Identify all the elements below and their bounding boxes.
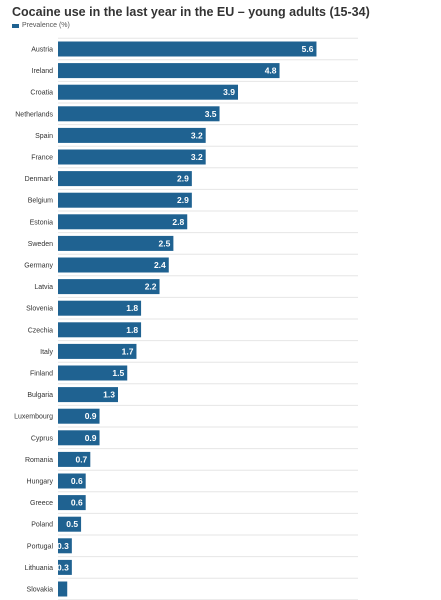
legend-label: Prevalence (%) <box>22 22 70 29</box>
category-label: Denmark <box>25 176 54 183</box>
category-label: Netherlands <box>15 111 53 118</box>
bar[interactable] <box>58 343 137 359</box>
chart-title: Cocaine use in the last year in the EU –… <box>12 5 370 19</box>
bar[interactable] <box>58 473 86 489</box>
category-label: Ireland <box>32 68 54 75</box>
data-label: 0.3 <box>57 541 69 551</box>
bar[interactable] <box>58 127 206 143</box>
bar[interactable] <box>58 192 192 208</box>
bar[interactable] <box>58 559 72 575</box>
data-label: 3.9 <box>223 87 235 97</box>
bar[interactable] <box>58 430 100 446</box>
data-label: 2.4 <box>154 260 166 270</box>
category-label: Italy <box>40 349 53 356</box>
bar[interactable] <box>58 106 220 122</box>
bar[interactable] <box>58 322 142 338</box>
data-label: 1.8 <box>126 303 138 313</box>
category-label: Poland <box>31 522 53 529</box>
bar[interactable] <box>58 451 91 467</box>
bar[interactable] <box>58 581 68 597</box>
bar[interactable] <box>58 171 192 187</box>
data-label: 3.2 <box>191 152 203 162</box>
category-label: Hungary <box>27 479 54 486</box>
category-label: Finland <box>30 371 53 378</box>
legend-swatch <box>12 23 19 28</box>
data-label: 1.7 <box>122 346 134 356</box>
data-label: 0.9 <box>85 433 97 443</box>
category-label: Greece <box>30 500 53 507</box>
data-label: 1.3 <box>103 390 115 400</box>
data-label: 0.3 <box>57 562 69 572</box>
bar[interactable] <box>58 516 82 532</box>
category-label: Belgium <box>28 198 53 205</box>
category-label: Slovakia <box>27 587 54 594</box>
bar[interactable] <box>58 408 100 424</box>
legend[interactable]: Prevalence (%) <box>12 22 70 29</box>
category-label: Czechia <box>28 327 53 334</box>
data-label: 2.8 <box>172 217 184 227</box>
data-label: 3.2 <box>191 130 203 140</box>
data-label: 2.5 <box>159 238 171 248</box>
category-label: Cyprus <box>31 435 54 442</box>
category-label: Portugal <box>27 543 54 550</box>
data-label: 4.8 <box>265 66 277 76</box>
data-label: 1.8 <box>126 325 138 335</box>
data-label: 0.9 <box>85 411 97 421</box>
data-label: 2.9 <box>177 195 189 205</box>
category-label: France <box>31 155 53 162</box>
data-label: 3.5 <box>205 109 217 119</box>
category-label: Estonia <box>30 219 53 226</box>
data-label: 0.6 <box>71 476 83 486</box>
data-label: 0.5 <box>66 519 78 529</box>
bar[interactable] <box>58 279 160 295</box>
bar[interactable] <box>58 538 72 554</box>
category-label: Germany <box>24 263 53 270</box>
bar[interactable] <box>58 257 169 273</box>
category-label: Slovenia <box>26 306 53 313</box>
bar[interactable] <box>58 149 206 165</box>
data-label: 2.2 <box>145 282 157 292</box>
data-label: 5.6 <box>302 44 314 54</box>
category-label: Spain <box>35 133 53 140</box>
bar[interactable] <box>58 63 280 79</box>
category-label: Lithuania <box>25 565 54 572</box>
bar[interactable] <box>58 300 142 316</box>
bar[interactable] <box>58 84 238 100</box>
category-label: Romania <box>25 457 53 464</box>
bar[interactable] <box>58 495 86 511</box>
bar[interactable] <box>58 41 317 57</box>
data-label: 0.7 <box>75 454 87 464</box>
category-label: Sweden <box>28 241 53 248</box>
bar[interactable] <box>58 387 118 403</box>
bar[interactable] <box>58 235 174 251</box>
bar[interactable] <box>58 365 128 381</box>
data-label: 0.6 <box>71 498 83 508</box>
bar[interactable] <box>58 214 188 230</box>
category-label: Bulgaria <box>27 392 53 399</box>
category-label: Croatia <box>30 90 53 97</box>
data-label: 2.9 <box>177 174 189 184</box>
category-label: Latvia <box>34 284 53 291</box>
data-label: 1.5 <box>112 368 124 378</box>
category-label: Luxembourg <box>14 414 53 421</box>
category-label: Austria <box>31 47 53 54</box>
